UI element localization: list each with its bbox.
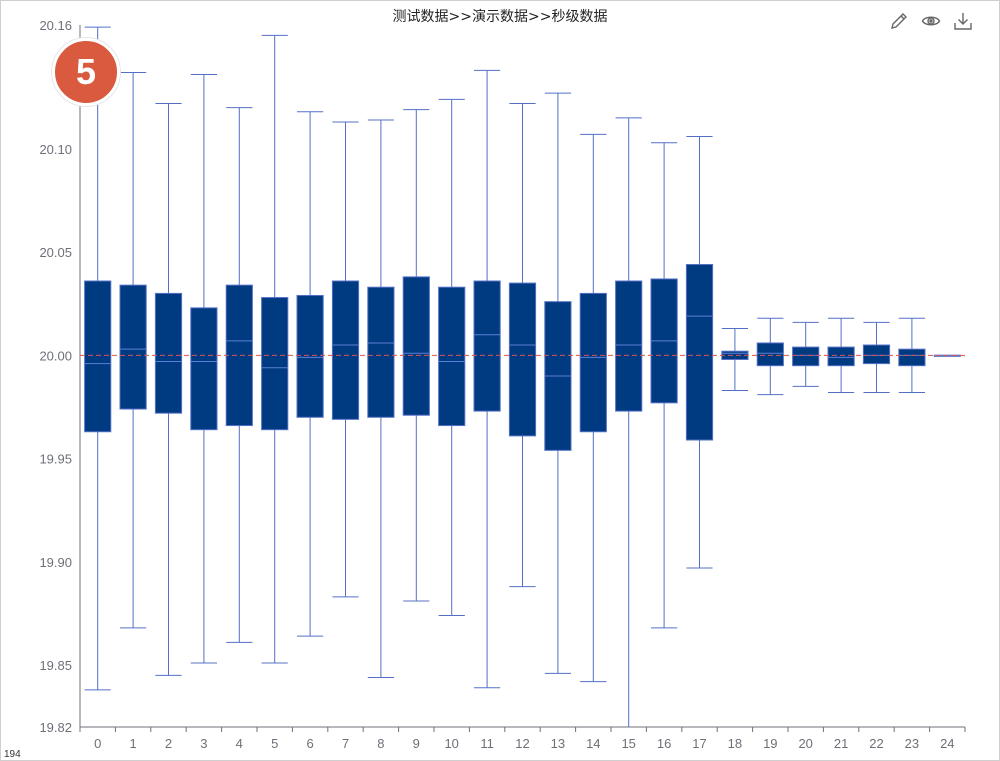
x-tick-label: 20 <box>798 736 812 751</box>
box-7 <box>331 121 360 598</box>
iqr-box <box>331 280 360 420</box>
iqr-box <box>84 280 112 433</box>
box-21 <box>827 317 855 394</box>
iqr-box <box>827 346 855 367</box>
box-series <box>84 26 961 728</box>
x-tick-label: 5 <box>271 736 278 751</box>
view-icon[interactable] <box>920 10 942 32</box>
box-18 <box>721 328 749 391</box>
box-19 <box>756 317 784 396</box>
box-17 <box>685 135 714 569</box>
x-tick-label: 9 <box>413 736 420 751</box>
box-10 <box>438 98 466 617</box>
iqr-box <box>862 344 891 365</box>
x-tick-label: 10 <box>444 736 458 751</box>
y-tick-label: 19.95 <box>39 452 72 467</box>
y-tick-label: 20.10 <box>39 142 72 157</box>
iqr-box <box>154 292 183 414</box>
download-icon[interactable] <box>952 10 974 32</box>
y-tick-label: 20.00 <box>39 348 72 363</box>
box-9 <box>402 109 430 602</box>
iqr-box <box>438 286 466 427</box>
step-badge: 5 <box>52 38 120 106</box>
iqr-box <box>261 297 289 431</box>
x-tick-label: 24 <box>940 736 954 751</box>
box-6 <box>296 111 324 637</box>
x-tick-label: 11 <box>480 736 494 751</box>
x-tick-label: 21 <box>834 736 848 751</box>
y-tick-label: 19.85 <box>39 658 72 673</box>
box-3 <box>190 74 218 664</box>
box-12 <box>508 102 537 588</box>
y-tick-label: 19.90 <box>39 555 72 570</box>
box-14 <box>579 133 607 683</box>
box-5 <box>261 34 289 664</box>
iqr-box <box>473 280 501 412</box>
box-22 <box>862 321 891 394</box>
box-0 <box>84 26 112 691</box>
iqr-box <box>367 286 395 418</box>
iqr-box <box>296 294 324 418</box>
x-tick-label: 6 <box>306 736 313 751</box>
box-2 <box>154 102 183 676</box>
x-axis: 0 1 2 3 4 5 6 7 8 9 10 11 12 13 14 15 16 17 18 19 20 21 22 23 24 <box>79 726 966 751</box>
box-15 <box>615 117 643 728</box>
iqr-box <box>402 276 430 416</box>
y-tick-label: 19.82 <box>39 720 72 735</box>
x-tick-label: 3 <box>200 736 207 751</box>
x-tick-label: 14 <box>586 736 600 751</box>
x-tick-label: 4 <box>236 736 243 751</box>
x-tick-label: 18 <box>728 736 742 751</box>
y-tick-label: 20.16 <box>39 18 72 33</box>
chart-title: 测试数据>>演示数据>>秒级数据 <box>392 9 608 25</box>
toolbox <box>888 10 974 32</box>
box-13 <box>544 92 572 674</box>
iqr-box <box>579 292 607 433</box>
corner-label: 194 <box>4 749 21 760</box>
x-tick-label: 8 <box>377 736 384 751</box>
x-tick-label: 7 <box>342 736 349 751</box>
box-4 <box>225 107 253 643</box>
box-1 <box>119 71 147 629</box>
x-tick-label: 23 <box>905 736 919 751</box>
iqr-box <box>615 280 643 412</box>
box-8 <box>367 119 395 678</box>
x-tick-label: 19 <box>763 736 777 751</box>
box-16 <box>650 142 678 629</box>
iqr-box <box>898 348 926 367</box>
x-tick-label: 1 <box>129 736 136 751</box>
edit-icon[interactable] <box>888 10 910 32</box>
iqr-box <box>119 284 147 410</box>
x-tick-label: 15 <box>621 736 635 751</box>
x-tick-label: 2 <box>165 736 172 751</box>
box-20 <box>792 321 820 387</box>
iqr-box <box>756 342 784 367</box>
y-tick-label: 20.05 <box>39 245 72 260</box>
x-tick-label: 17 <box>692 736 706 751</box>
iqr-box <box>792 346 820 367</box>
x-tick-label: 22 <box>869 736 883 751</box>
x-tick-label: 13 <box>551 736 565 751</box>
iqr-box <box>685 264 714 441</box>
x-tick-label: 16 <box>657 736 671 751</box>
box-11 <box>473 69 501 689</box>
iqr-box <box>190 307 218 431</box>
y-axis: 19.82 19.85 19.90 19.95 20.00 20.05 20.10 20.16 <box>39 18 81 735</box>
x-tick-label: 12 <box>515 736 529 751</box>
x-tick-label: 0 <box>94 736 101 751</box>
iqr-box <box>508 282 537 437</box>
box-23 <box>898 317 926 394</box>
